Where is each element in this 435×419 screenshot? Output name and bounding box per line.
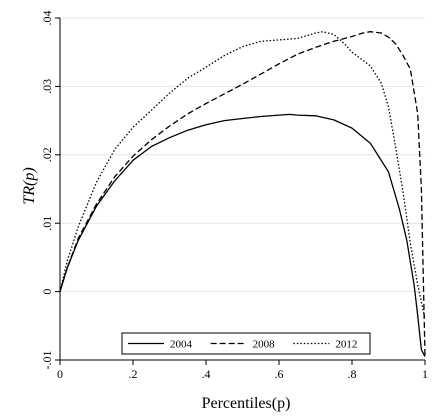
y-tick-label-4: .03 [40,79,54,94]
y-axis-title: TR(p) [21,167,38,204]
legend: 2004 2008 2012 [121,332,371,355]
y-tick-label-2: .01 [40,216,54,231]
series-lines [59,31,426,357]
x-tick-label-4: .8 [348,367,357,381]
y-tick-label-0: -.01 [40,351,54,370]
series-line-2004 [59,113,426,357]
series-line-2008 [59,31,426,357]
x-axis-title: Percentiles(p) [202,395,291,412]
legend-label-2008: 2008 [253,339,276,351]
x-tick-label-2: .4 [202,367,211,381]
x-axis-ticks: 0 .2 .4 .6 .8 1 [57,360,428,381]
legend-box [121,332,371,355]
legend-label-2004: 2004 [170,339,193,351]
y-tick-label-1: 0 [40,289,54,295]
x-tick-label-5: 1 [422,367,428,381]
axes [59,18,425,361]
series-line-2012 [59,31,426,320]
y-tick-label-3: .02 [40,147,54,162]
y-axis-ticks: -.01 0 .01 .02 .03 .04 [40,11,60,370]
legend-label-2012: 2012 [335,339,357,351]
y-tick-label-5: .04 [40,11,54,26]
x-tick-label-0: 0 [57,367,63,381]
x-tick-label-1: .2 [129,367,138,381]
x-tick-label-3: .6 [275,367,284,381]
